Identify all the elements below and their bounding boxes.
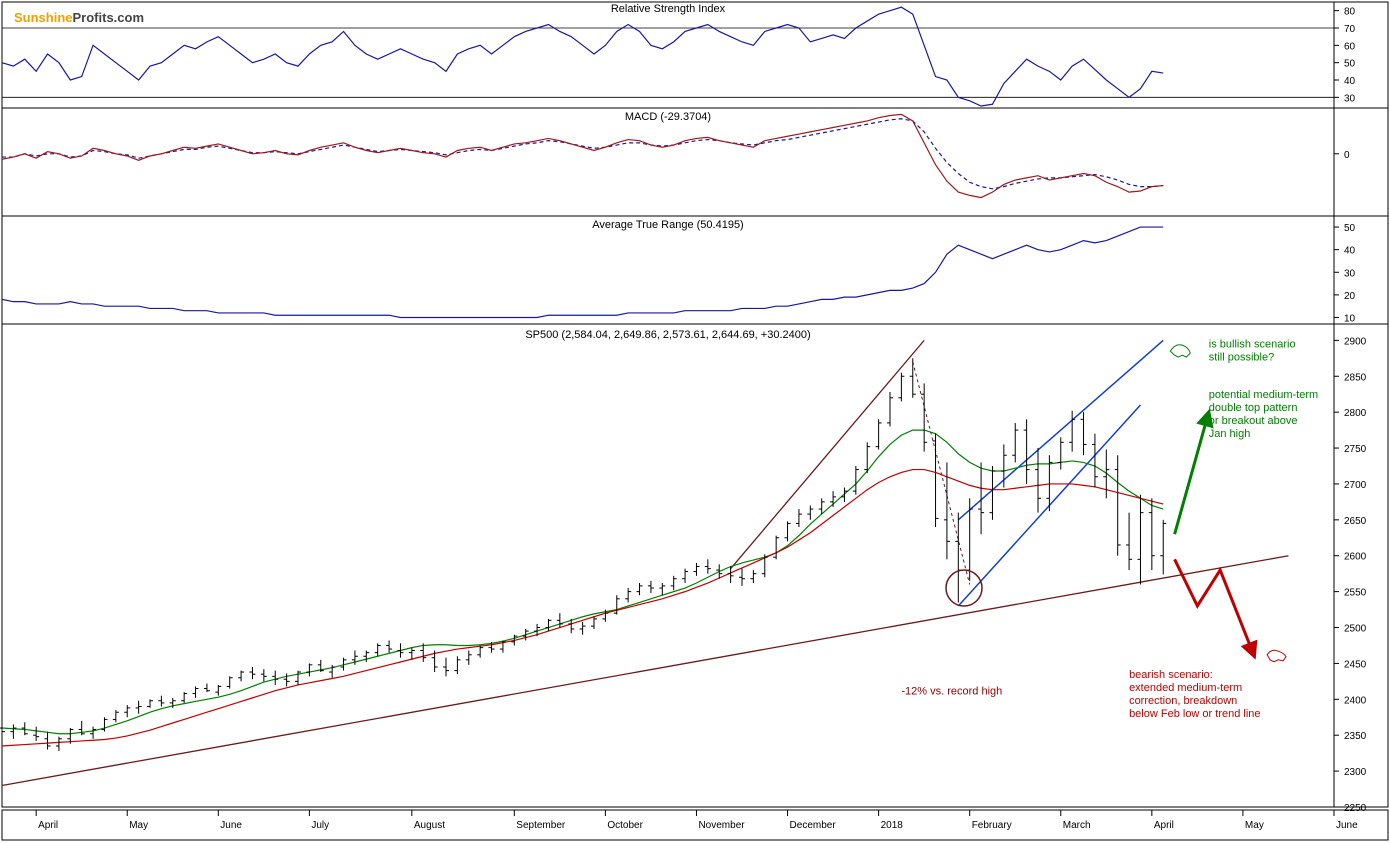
x-month-label: December xyxy=(790,820,837,831)
price-title: SP500 (2,584.04, 2,649.86, 2,573.61, 2,6… xyxy=(525,329,810,341)
svg-text:30: 30 xyxy=(1344,268,1356,279)
x-month-label: March xyxy=(1063,820,1091,831)
svg-text:80: 80 xyxy=(1344,7,1356,18)
x-month-label: April xyxy=(1154,820,1174,831)
macd-title: MACD (-29.3704) xyxy=(625,111,711,123)
x-month-label: May xyxy=(1245,820,1264,831)
svg-text:50: 50 xyxy=(1344,223,1356,234)
annotation: bearish scenario:extended medium-termcor… xyxy=(1129,669,1260,720)
svg-text:2900: 2900 xyxy=(1344,336,1367,347)
x-month-label: August xyxy=(414,820,445,831)
svg-text:2350: 2350 xyxy=(1344,731,1367,742)
x-month-label: 2018 xyxy=(881,820,904,831)
svg-text:SunshineProfits.com: SunshineProfits.com xyxy=(14,10,144,25)
svg-text:2250: 2250 xyxy=(1344,803,1367,814)
svg-text:2450: 2450 xyxy=(1344,659,1367,670)
svg-text:2700: 2700 xyxy=(1344,480,1367,491)
svg-text:2850: 2850 xyxy=(1344,372,1367,383)
svg-text:2400: 2400 xyxy=(1344,695,1367,706)
x-month-label: April xyxy=(38,820,58,831)
annotation: potential medium-termdouble top patterno… xyxy=(1209,389,1318,440)
svg-text:40: 40 xyxy=(1344,76,1356,87)
svg-text:2650: 2650 xyxy=(1344,516,1367,527)
chart-svg: SunshineProfits.com Relative Strength Ind… xyxy=(0,0,1390,843)
svg-text:60: 60 xyxy=(1344,41,1356,52)
svg-text:20: 20 xyxy=(1344,291,1356,302)
svg-text:30: 30 xyxy=(1344,93,1356,104)
annotation: is bullish scenariostill possible? xyxy=(1209,339,1296,364)
svg-text:10: 10 xyxy=(1344,313,1356,324)
svg-text:50: 50 xyxy=(1344,59,1356,70)
svg-text:40: 40 xyxy=(1344,246,1356,257)
rsi-title: Relative Strength Index xyxy=(611,3,726,15)
x-month-label: June xyxy=(220,820,242,831)
x-month-label: November xyxy=(698,820,745,831)
x-month-label: June xyxy=(1336,820,1358,831)
svg-text:2500: 2500 xyxy=(1344,624,1367,635)
financial-chart-container: SunshineProfits.com Relative Strength Ind… xyxy=(0,0,1390,843)
atr-title: Average True Range (50.4195) xyxy=(592,219,743,231)
svg-text:2800: 2800 xyxy=(1344,408,1367,419)
bear-icon xyxy=(1267,650,1286,662)
svg-text:2550: 2550 xyxy=(1344,588,1367,599)
svg-text:70: 70 xyxy=(1344,24,1356,35)
svg-text:2600: 2600 xyxy=(1344,552,1367,563)
pct-drop-label: -12% vs. record high xyxy=(901,685,1002,697)
x-month-label: February xyxy=(972,820,1012,831)
x-month-label: October xyxy=(607,820,643,831)
x-month-label: September xyxy=(516,820,566,831)
svg-text:2300: 2300 xyxy=(1344,767,1367,778)
bull-icon xyxy=(1170,345,1190,357)
x-month-label: May xyxy=(129,820,148,831)
x-month-label: July xyxy=(311,820,329,831)
svg-text:2750: 2750 xyxy=(1344,444,1367,455)
svg-text:0: 0 xyxy=(1344,150,1350,161)
